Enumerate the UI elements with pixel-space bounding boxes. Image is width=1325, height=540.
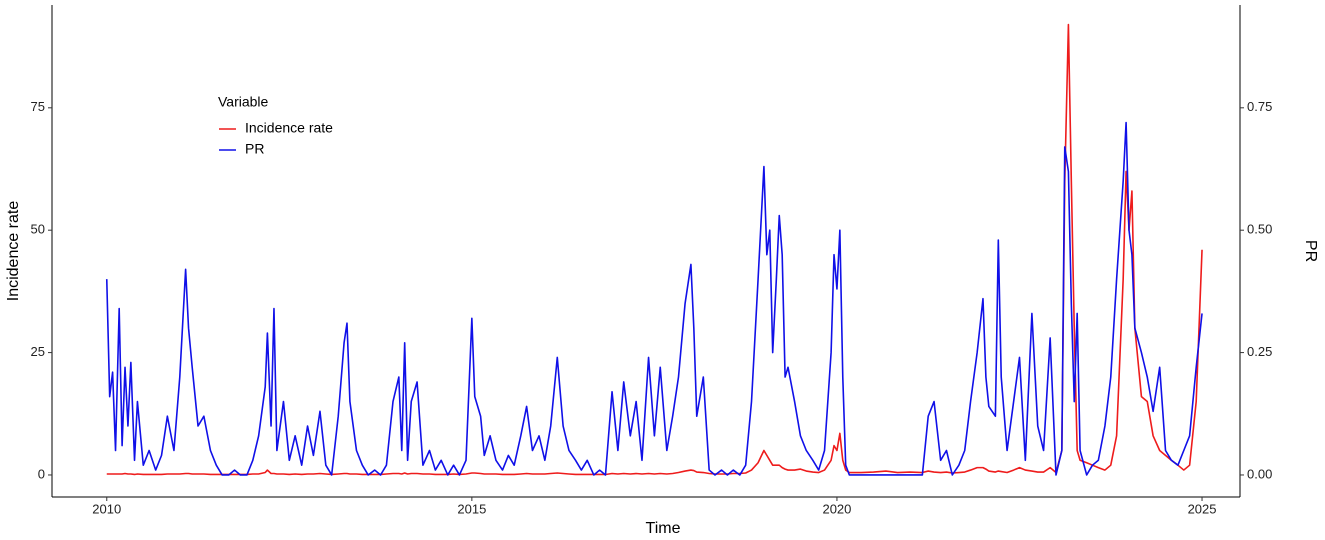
x-tick-label: 2010 [92,501,121,516]
y2-tick-label: 0.75 [1247,99,1272,114]
x-tick-label: 2025 [1188,501,1217,516]
x-tick-label: 2015 [457,501,486,516]
y-tick-label: 25 [31,344,45,359]
y-axis-title: Incidence rate [5,201,22,302]
series-line [105,121,1203,476]
x-tick-label: 2020 [822,501,851,516]
y-tick-label: 75 [31,99,45,114]
y2-axis-title: PR [1302,240,1319,262]
legend-label: PR [245,141,264,157]
y2-tick-label: 0.25 [1247,344,1272,359]
y-tick-label: 50 [31,222,45,237]
y2-tick-label: 0.00 [1247,466,1272,481]
x-axis-title: Time [646,520,681,537]
legend-label: Incidence rate [245,120,333,136]
y-tick-label: 0 [38,466,45,481]
y2-tick-label: 0.50 [1247,222,1272,237]
series-line [106,23,1203,476]
legend-title: Variable [218,94,269,110]
